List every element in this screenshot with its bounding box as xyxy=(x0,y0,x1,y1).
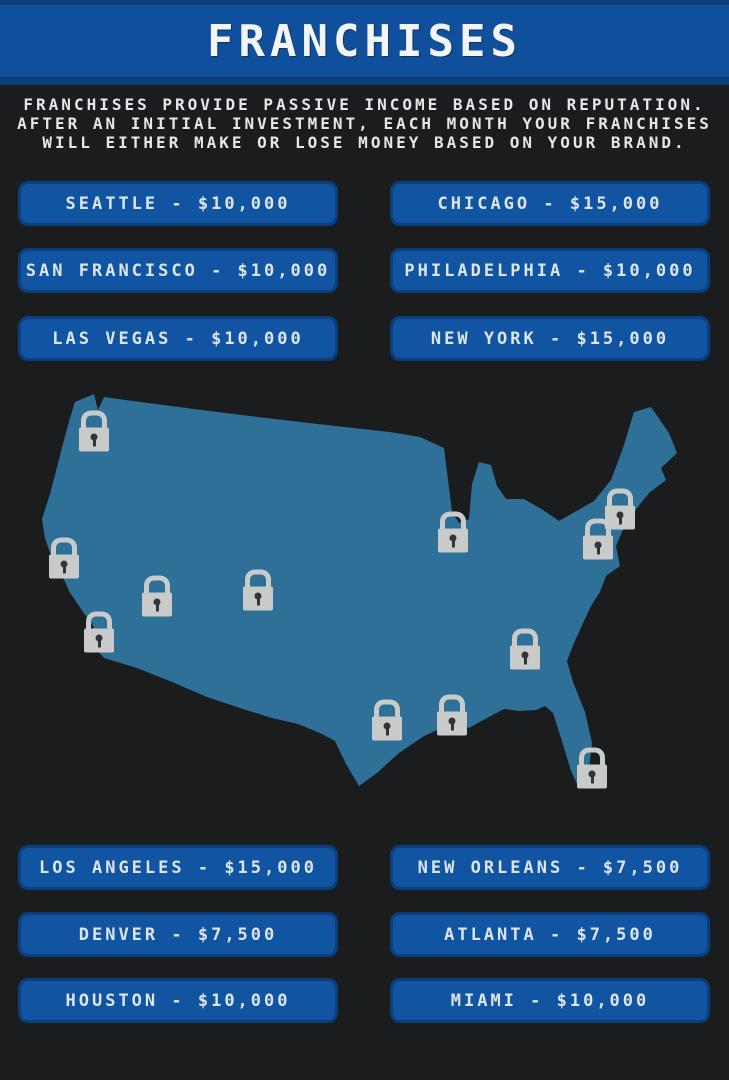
lock-icon-denver xyxy=(243,569,273,611)
lock-keyhole xyxy=(254,592,262,600)
lock-keyhole xyxy=(383,722,391,730)
lock-shackle xyxy=(440,511,466,530)
lock-shackle xyxy=(579,747,605,766)
lock-shackle xyxy=(144,575,170,594)
lock-body xyxy=(142,592,172,617)
lock-keyhole xyxy=(616,511,624,519)
description-line-1: FRANCHISES PROVIDE PASSIVE INCOME BASED … xyxy=(23,95,706,114)
lock-keyhole xyxy=(90,433,98,441)
lock-body xyxy=(49,554,79,579)
header-bar: FRANCHISES xyxy=(0,0,729,85)
buy-miami-button[interactable]: MIAMI - $10,000 xyxy=(390,978,710,1023)
page-title: FRANCHISES xyxy=(207,15,522,67)
lock-icon-las-vegas xyxy=(142,575,172,617)
lock-icon-los-angeles xyxy=(84,611,114,653)
lock-shackle xyxy=(374,699,400,718)
lock-keyhole xyxy=(449,534,457,542)
lock-icon-new-york xyxy=(605,488,635,530)
lock-body xyxy=(438,528,468,553)
lock-shackle xyxy=(512,628,538,647)
lock-shackle xyxy=(585,518,611,537)
buy-atlanta-button[interactable]: ATLANTA - $7,500 xyxy=(390,912,710,957)
buy-chicago-button[interactable]: CHICAGO - $15,000 xyxy=(390,181,710,226)
lock-body xyxy=(79,427,109,452)
lock-icon-houston xyxy=(372,699,402,741)
buy-seattle-button[interactable]: SEATTLE - $10,000 xyxy=(18,181,338,226)
buy-philadelphia-button[interactable]: PHILADELPHIA - $10,000 xyxy=(390,248,710,293)
lock-shackle xyxy=(245,569,271,588)
lock-keyhole xyxy=(448,717,456,725)
buy-san-francisco-button[interactable]: SAN FRANCISCO - $10,000 xyxy=(18,248,338,293)
lock-keyhole xyxy=(521,651,529,659)
lock-icon-seattle xyxy=(79,410,109,452)
lock-icon-chicago xyxy=(438,511,468,553)
lock-body xyxy=(243,586,273,611)
lock-shackle xyxy=(607,488,633,507)
lock-icon-atlanta xyxy=(510,628,540,670)
us-map xyxy=(0,380,729,840)
lock-body xyxy=(372,716,402,741)
lock-body xyxy=(84,628,114,653)
lock-shackle xyxy=(86,611,112,630)
description-line-3: WILL EITHER MAKE OR LOSE MONEY BASED ON … xyxy=(42,133,687,152)
lock-icon-miami xyxy=(577,747,607,789)
lock-body xyxy=(583,535,613,560)
lock-shackle xyxy=(51,537,77,556)
buy-los-angeles-button[interactable]: LOS ANGELES - $15,000 xyxy=(18,845,338,890)
lock-shackle xyxy=(439,694,465,713)
lock-body xyxy=(577,764,607,789)
buy-new-orleans-button[interactable]: NEW ORLEANS - $7,500 xyxy=(390,845,710,890)
lock-body xyxy=(437,711,467,736)
lock-keyhole xyxy=(153,598,161,606)
buy-houston-button[interactable]: HOUSTON - $10,000 xyxy=(18,978,338,1023)
us-map-silhouette xyxy=(42,394,677,786)
buy-new-york-button[interactable]: NEW YORK - $15,000 xyxy=(390,316,710,361)
buy-las-vegas-button[interactable]: LAS VEGAS - $10,000 xyxy=(18,316,338,361)
lock-keyhole xyxy=(95,634,103,642)
description-line-2: AFTER AN INITIAL INVESTMENT, EACH MONTH … xyxy=(17,114,712,133)
lock-keyhole xyxy=(60,560,68,568)
buy-denver-button[interactable]: DENVER - $7,500 xyxy=(18,912,338,957)
lock-shackle xyxy=(81,410,107,429)
lock-keyhole xyxy=(594,541,602,549)
lock-icon-san-francisco xyxy=(49,537,79,579)
lock-keyhole xyxy=(588,770,596,778)
lock-icon-new-orleans xyxy=(437,694,467,736)
lock-icon-philadelphia xyxy=(583,518,613,560)
franchise-description: FRANCHISES PROVIDE PASSIVE INCOME BASED … xyxy=(0,95,729,152)
lock-body xyxy=(510,645,540,670)
